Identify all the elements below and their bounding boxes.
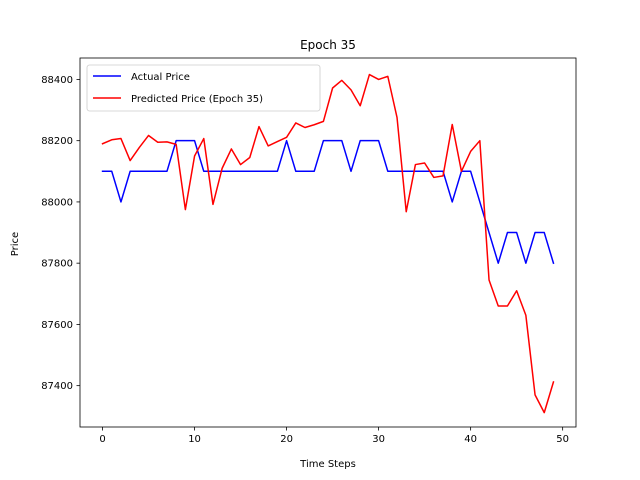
y-tick-label: 87600 — [41, 320, 73, 331]
y-axis-label: Price — [10, 232, 21, 256]
plot-frame — [79, 57, 577, 428]
y-tick-label: 87800 — [41, 259, 73, 270]
series-line-1 — [101, 73, 555, 414]
x-tick-label: 30 — [372, 434, 385, 445]
x-tick-label: 0 — [99, 434, 105, 445]
x-axis-label: Time Steps — [299, 459, 356, 470]
x-tick-label: 20 — [280, 434, 293, 445]
y-tick-label: 88200 — [41, 136, 73, 147]
x-tick-label: 40 — [464, 434, 477, 445]
x-tick-label: 10 — [188, 434, 201, 445]
x-tick-label: 50 — [556, 434, 569, 445]
series-line-0 — [101, 139, 555, 265]
legend: Actual Price Predicted Price (Epoch 35) — [86, 64, 321, 112]
legend-label-1: Predicted Price (Epoch 35) — [131, 94, 263, 105]
y-tick-label: 88400 — [41, 75, 73, 86]
chart-title: Epoch 35 — [300, 38, 356, 52]
legend-label-0: Actual Price — [131, 72, 190, 83]
legend-box — [86, 64, 321, 112]
series-layer — [101, 73, 555, 414]
y-tick-label: 88000 — [41, 197, 73, 208]
y-tick-label: 87400 — [41, 381, 73, 392]
axes-layer: 0 10 20 30 40 50 87400 87600 87800 88000 88200 8840… — [41, 57, 577, 445]
